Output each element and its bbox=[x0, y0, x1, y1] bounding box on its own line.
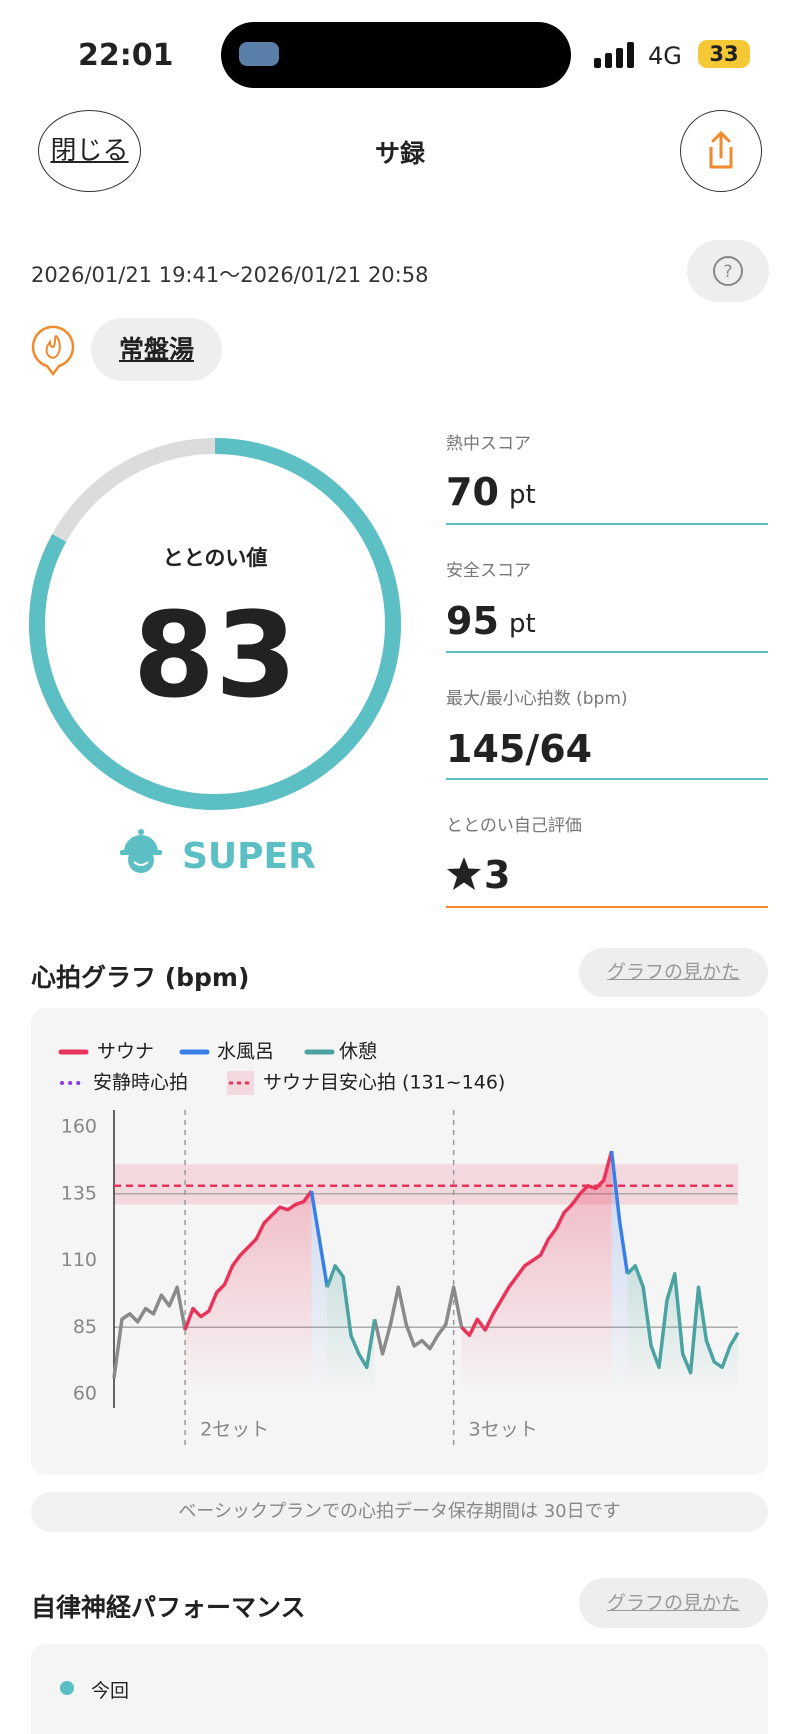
section-title: 自律神経パフォーマンス bbox=[31, 1593, 306, 1622]
network: 4G bbox=[648, 42, 682, 70]
page-title: サ録 bbox=[374, 139, 425, 168]
metric-underline bbox=[446, 651, 768, 653]
metric-label: 熱中スコア bbox=[446, 434, 531, 454]
session-period: 2026/01/21 19:41〜2026/01/21 20:58 bbox=[31, 263, 429, 287]
rank-icon bbox=[120, 829, 162, 873]
guide-button[interactable]: グラフの見かた bbox=[579, 948, 768, 997]
line bbox=[309, 1150, 630, 1288]
area bbox=[327, 1265, 738, 1394]
battery: 33 bbox=[698, 40, 750, 68]
set-label: 2セット bbox=[200, 1419, 269, 1441]
metric-value: 70 bbox=[446, 470, 499, 514]
guide-button[interactable]: グラフの見かた bbox=[579, 1578, 768, 1628]
notice: ベーシックプランでの心拍データ保存期間は 30日です bbox=[31, 1492, 768, 1532]
metric-underline bbox=[446, 778, 768, 780]
time: 22:01 bbox=[78, 38, 174, 73]
dynamic-island bbox=[221, 22, 571, 88]
y-tick-label: 60 bbox=[73, 1383, 97, 1405]
metric-value: 95 bbox=[446, 599, 499, 643]
metric-label: 最大/最小心拍数 (bpm) bbox=[446, 689, 628, 709]
close-button[interactable]: 閉じる bbox=[38, 110, 141, 192]
line bbox=[112, 1285, 464, 1379]
legend-label: サウナ bbox=[97, 1041, 154, 1063]
gauge-value: 83 bbox=[133, 586, 297, 724]
metric-label: 安全スコア bbox=[446, 561, 531, 581]
gauge-label: ととのい値 bbox=[163, 546, 268, 570]
legend-label: 安静時心拍 bbox=[93, 1072, 188, 1094]
area bbox=[185, 1151, 612, 1394]
metric-label: ととのい自己評価 bbox=[446, 816, 582, 836]
line bbox=[183, 1150, 614, 1338]
help-button[interactable]: ? bbox=[687, 240, 769, 302]
svg-text:?: ? bbox=[723, 262, 732, 282]
signal-icon bbox=[594, 42, 634, 68]
set-label: 3セット bbox=[469, 1419, 538, 1441]
facility-icon bbox=[31, 325, 75, 377]
legend-dot bbox=[60, 1681, 74, 1695]
star-icon bbox=[447, 857, 481, 890]
legend-label: 休憩 bbox=[339, 1041, 377, 1063]
legend-label: 今回 bbox=[91, 1680, 130, 1702]
target-band bbox=[114, 1164, 738, 1205]
y-tick-label: 85 bbox=[73, 1316, 97, 1338]
y-tick-label: 160 bbox=[61, 1116, 97, 1138]
rank: SUPER bbox=[182, 836, 316, 877]
section-title: 心拍グラフ (bpm) bbox=[31, 963, 250, 992]
metric-underline bbox=[446, 523, 768, 525]
y-tick-label: 135 bbox=[61, 1182, 97, 1204]
chart-card: 60 85 110 135 160 2セット 3セット サウナ 水風呂 休憩安静時心拍 サウナ目安心… bbox=[31, 1008, 768, 1475]
share-button[interactable] bbox=[680, 110, 762, 192]
metric-value: 3 bbox=[484, 853, 511, 897]
metric-unit: pt bbox=[509, 480, 536, 510]
legend-label: サウナ目安心拍 (131~146) bbox=[263, 1072, 505, 1094]
y-tick-label: 110 bbox=[61, 1249, 97, 1271]
metric-value: 145/64 bbox=[446, 727, 593, 771]
metric-underline bbox=[446, 906, 768, 908]
legend-label: 水風呂 bbox=[217, 1041, 274, 1063]
autonomic-card: 今回 bbox=[31, 1644, 768, 1734]
line bbox=[325, 1264, 740, 1375]
gauge-arc bbox=[29, 438, 401, 810]
metric-unit: pt bbox=[509, 609, 536, 639]
gauge: ととのい値 83 SUPER bbox=[29, 438, 401, 877]
facility-chip[interactable]: 常盤湯 bbox=[91, 318, 222, 381]
